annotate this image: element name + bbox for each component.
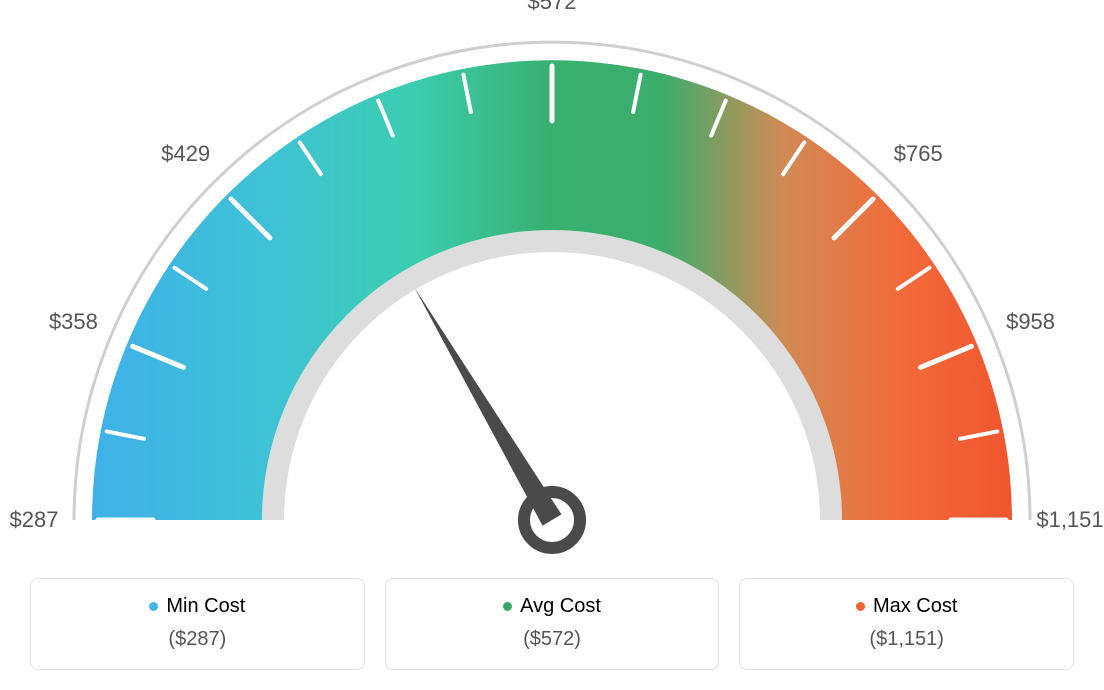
legend-title-max: Max Cost bbox=[856, 595, 957, 618]
gauge-tick-label: $1,151 bbox=[1036, 507, 1103, 533]
legend-dot-min bbox=[149, 602, 158, 611]
legend-title-min: Min Cost bbox=[149, 595, 245, 618]
legend-title-min-text: Min Cost bbox=[166, 595, 245, 618]
gauge-chart-container: $287 $358 $429 $572 $765 $958 $1,151 Min Cost … bbox=[0, 0, 1104, 690]
gauge-tick-label: $358 bbox=[49, 309, 98, 335]
gauge-tick-label: $572 bbox=[528, 0, 577, 15]
gauge-color-arc bbox=[92, 60, 1012, 520]
legend-value-max: ($1,151) bbox=[750, 628, 1063, 651]
legend-title-max-text: Max Cost bbox=[873, 595, 957, 618]
gauge-svg bbox=[0, 0, 1104, 560]
gauge-tick-label: $429 bbox=[161, 141, 210, 167]
legend-dot-max bbox=[856, 602, 865, 611]
legend-card-min: Min Cost ($287) bbox=[30, 578, 365, 670]
legend-title-avg-text: Avg Cost bbox=[520, 595, 601, 618]
gauge-tick-label: $958 bbox=[1006, 309, 1055, 335]
legend-row: Min Cost ($287) Avg Cost ($572) Max Cost… bbox=[0, 578, 1104, 670]
legend-dot-avg bbox=[503, 602, 512, 611]
legend-card-avg: Avg Cost ($572) bbox=[385, 578, 720, 670]
gauge-area: $287 $358 $429 $572 $765 $958 $1,151 bbox=[0, 0, 1104, 560]
legend-card-max: Max Cost ($1,151) bbox=[739, 578, 1074, 670]
legend-value-min: ($287) bbox=[41, 628, 354, 651]
legend-title-avg: Avg Cost bbox=[503, 595, 601, 618]
gauge-tick-label: $287 bbox=[10, 507, 59, 533]
gauge-tick-label: $765 bbox=[894, 141, 943, 167]
legend-value-avg: ($572) bbox=[396, 628, 709, 651]
